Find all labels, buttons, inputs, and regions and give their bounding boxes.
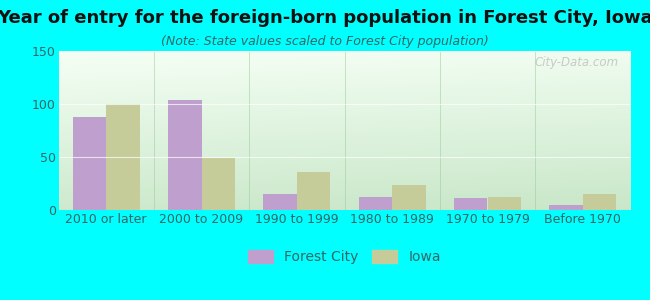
Text: (Note: State values scaled to Forest City population): (Note: State values scaled to Forest Cit… — [161, 34, 489, 47]
Bar — [359, 197, 392, 210]
Text: City-Data.com: City-Data.com — [535, 56, 619, 69]
Bar — [549, 205, 583, 210]
Bar — [297, 172, 330, 210]
Bar — [392, 184, 426, 210]
Bar — [168, 100, 202, 210]
Bar — [73, 117, 106, 210]
Bar — [263, 194, 297, 210]
Text: Year of entry for the foreign-born population in Forest City, Iowa: Year of entry for the foreign-born popul… — [0, 9, 650, 27]
Bar — [488, 197, 521, 210]
Bar — [106, 104, 140, 210]
Legend: Forest City, Iowa: Forest City, Iowa — [242, 245, 447, 270]
Bar — [583, 194, 616, 210]
Bar — [454, 198, 488, 210]
Bar — [202, 158, 235, 210]
